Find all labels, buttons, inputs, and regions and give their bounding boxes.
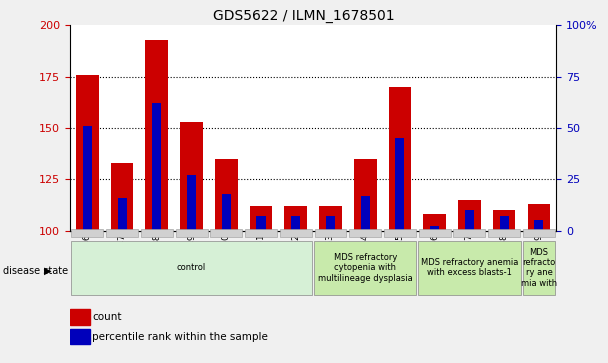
FancyBboxPatch shape — [523, 229, 555, 237]
Bar — [430, 227, 439, 231]
Text: MDS refractory anemia
with excess blasts-1: MDS refractory anemia with excess blasts… — [421, 258, 518, 277]
Bar — [70, 329, 90, 344]
Bar — [257, 216, 266, 231]
FancyBboxPatch shape — [488, 229, 520, 237]
FancyBboxPatch shape — [314, 241, 416, 295]
Text: MDS
refracto
ry ane
mia with: MDS refracto ry ane mia with — [521, 248, 557, 288]
FancyBboxPatch shape — [210, 229, 242, 237]
Bar — [76, 75, 98, 231]
FancyBboxPatch shape — [280, 229, 312, 237]
Bar — [152, 103, 161, 231]
Bar — [111, 163, 133, 231]
Text: ▶: ▶ — [44, 265, 51, 276]
Bar — [354, 159, 376, 231]
Bar — [83, 126, 92, 231]
FancyBboxPatch shape — [454, 229, 485, 237]
FancyBboxPatch shape — [418, 241, 520, 295]
Bar — [70, 309, 90, 325]
Bar — [534, 220, 544, 231]
Bar — [222, 193, 231, 231]
Bar — [250, 206, 272, 231]
Bar — [395, 138, 404, 231]
FancyBboxPatch shape — [419, 229, 451, 237]
Text: disease state: disease state — [3, 265, 68, 276]
Text: MDS refractory
cytopenia with
multilineage dysplasia: MDS refractory cytopenia with multilinea… — [318, 253, 413, 283]
Bar — [319, 206, 342, 231]
FancyBboxPatch shape — [71, 229, 103, 237]
Text: control: control — [177, 263, 206, 272]
FancyBboxPatch shape — [384, 229, 416, 237]
Bar — [285, 206, 307, 231]
Bar — [180, 122, 203, 231]
Bar — [465, 210, 474, 231]
Bar — [500, 216, 509, 231]
FancyBboxPatch shape — [245, 229, 277, 237]
Bar — [528, 204, 550, 231]
Bar — [117, 198, 126, 231]
FancyBboxPatch shape — [176, 229, 207, 237]
FancyBboxPatch shape — [141, 229, 173, 237]
Bar — [326, 216, 335, 231]
FancyBboxPatch shape — [349, 229, 381, 237]
FancyBboxPatch shape — [314, 229, 347, 237]
Text: percentile rank within the sample: percentile rank within the sample — [92, 332, 268, 342]
Bar — [145, 40, 168, 231]
Text: count: count — [92, 312, 122, 322]
Bar — [187, 175, 196, 231]
Bar — [493, 210, 516, 231]
FancyBboxPatch shape — [523, 241, 555, 295]
Bar — [361, 196, 370, 231]
Bar — [291, 216, 300, 231]
FancyBboxPatch shape — [106, 229, 138, 237]
Bar — [458, 200, 481, 231]
FancyBboxPatch shape — [71, 241, 312, 295]
Bar — [423, 214, 446, 231]
Bar — [215, 159, 238, 231]
Title: GDS5622 / ILMN_1678501: GDS5622 / ILMN_1678501 — [213, 9, 394, 23]
Bar — [389, 87, 411, 231]
